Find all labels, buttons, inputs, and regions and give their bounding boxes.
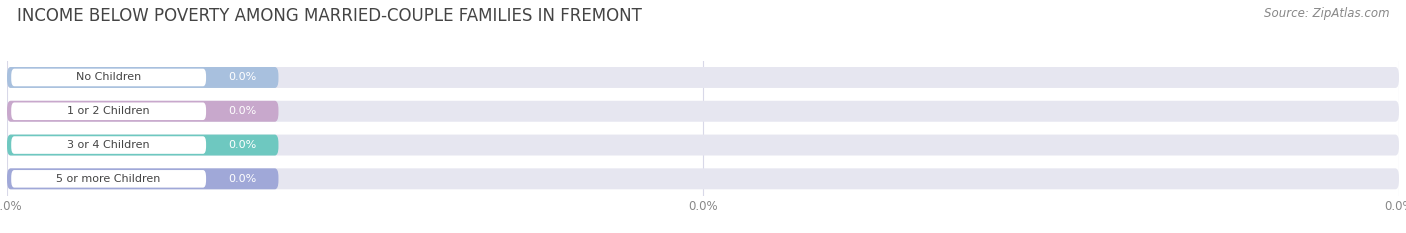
Text: Source: ZipAtlas.com: Source: ZipAtlas.com	[1264, 7, 1389, 20]
Text: 0.0%: 0.0%	[228, 106, 256, 116]
Text: 0.0%: 0.0%	[228, 140, 256, 150]
FancyBboxPatch shape	[7, 168, 278, 189]
FancyBboxPatch shape	[7, 101, 278, 122]
Text: 3 or 4 Children: 3 or 4 Children	[67, 140, 150, 150]
FancyBboxPatch shape	[7, 101, 1399, 122]
FancyBboxPatch shape	[11, 69, 207, 86]
FancyBboxPatch shape	[7, 135, 1399, 155]
FancyBboxPatch shape	[11, 103, 207, 120]
Text: 1 or 2 Children: 1 or 2 Children	[67, 106, 150, 116]
Text: INCOME BELOW POVERTY AMONG MARRIED-COUPLE FAMILIES IN FREMONT: INCOME BELOW POVERTY AMONG MARRIED-COUPL…	[17, 7, 641, 25]
FancyBboxPatch shape	[7, 168, 1399, 189]
Text: 0.0%: 0.0%	[228, 72, 256, 82]
FancyBboxPatch shape	[11, 170, 207, 188]
Text: No Children: No Children	[76, 72, 141, 82]
Text: 5 or more Children: 5 or more Children	[56, 174, 160, 184]
FancyBboxPatch shape	[11, 136, 207, 154]
FancyBboxPatch shape	[7, 67, 278, 88]
Text: 0.0%: 0.0%	[228, 174, 256, 184]
FancyBboxPatch shape	[7, 135, 278, 155]
FancyBboxPatch shape	[7, 67, 1399, 88]
